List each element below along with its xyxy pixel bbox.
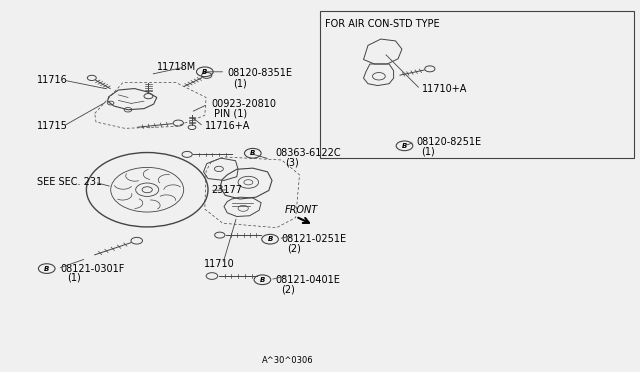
Text: 08120-8351E: 08120-8351E (227, 68, 292, 77)
Text: 11718M: 11718M (157, 62, 196, 72)
Text: SEE SEC. 231: SEE SEC. 231 (37, 177, 102, 187)
Text: 11715: 11715 (37, 122, 68, 131)
Text: FOR AIR CON-STD TYPE: FOR AIR CON-STD TYPE (325, 19, 440, 29)
Text: B: B (202, 69, 207, 75)
Text: B: B (402, 143, 407, 149)
Text: 00923-20810: 00923-20810 (211, 99, 276, 109)
Text: PIN (1): PIN (1) (214, 109, 248, 118)
Text: 23177: 23177 (211, 186, 242, 195)
Text: A^30^0306: A^30^0306 (262, 356, 314, 365)
Text: 11716: 11716 (37, 75, 68, 85)
Text: 11710: 11710 (204, 259, 234, 269)
Text: (1): (1) (421, 147, 435, 157)
Text: (1): (1) (67, 273, 81, 283)
Text: (2): (2) (282, 285, 296, 294)
Text: 08121-0251E: 08121-0251E (282, 234, 347, 244)
Bar (320, 11, 634, 158)
Text: 08121-0401E: 08121-0401E (275, 275, 340, 285)
Text: B: B (268, 236, 273, 242)
Text: 11710+A: 11710+A (422, 84, 468, 94)
Text: B: B (250, 150, 255, 156)
Text: 08363-6122C: 08363-6122C (275, 148, 341, 157)
Text: 11716+A: 11716+A (205, 122, 250, 131)
Text: 08121-0301F: 08121-0301F (61, 264, 125, 273)
Text: (1): (1) (234, 79, 247, 89)
Text: B: B (260, 277, 265, 283)
Text: (3): (3) (285, 158, 298, 167)
Text: FRONT: FRONT (285, 205, 318, 215)
Text: 08120-8251E: 08120-8251E (416, 137, 481, 147)
Text: B: B (44, 266, 49, 272)
Text: (2): (2) (287, 243, 301, 253)
